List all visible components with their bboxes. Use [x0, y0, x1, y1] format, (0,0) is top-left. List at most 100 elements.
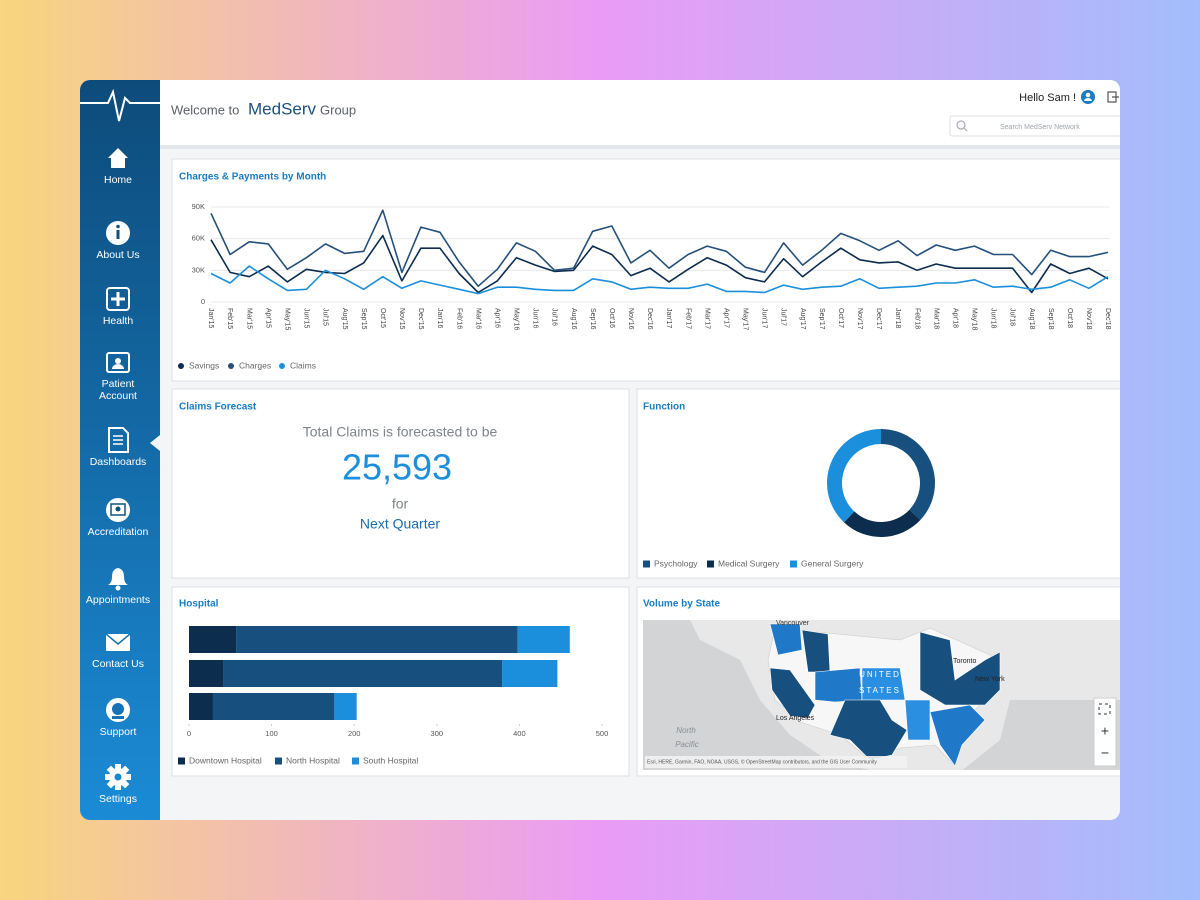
icon-shape: [116, 230, 120, 239]
x-tick-label: Jan'15: [207, 308, 214, 329]
x-tick-label: 500: [596, 729, 609, 738]
y-tick-label: 0: [201, 297, 205, 306]
nav-label: Patient: [102, 378, 135, 390]
x-tick-label: Jun'16: [532, 308, 539, 329]
icon-shape: [115, 506, 121, 512]
user-avatar-body: [1084, 98, 1092, 101]
map-labels: Vancouver UNITED STATES Toronto New York Los …: [675, 620, 1005, 749]
forecast-period: Next Quarter: [360, 516, 440, 532]
x-tick-label: Oct'15: [379, 308, 386, 328]
zoom-home[interactable]: [1098, 703, 1111, 715]
map-label: STATES: [859, 686, 901, 695]
x-tick-label: Sep'18: [1047, 308, 1054, 330]
x-tick-label: Aug'15: [341, 308, 348, 330]
icon-shape: [115, 784, 121, 790]
x-tick-label: Jul'17: [780, 308, 787, 326]
icon-shape: [115, 585, 121, 591]
nav-item[interactable]: Home: [104, 148, 132, 186]
bar-chart: Hospital 0 100 200 300 400 500 Downtown Hospita…: [178, 599, 609, 765]
x-tick-label: Oct'18: [1066, 308, 1073, 328]
nav-item[interactable]: Appointments: [86, 568, 150, 606]
legend-label: South Hospital: [363, 755, 418, 765]
x-tick-label: May'16: [513, 308, 520, 330]
x-tick-label: 300: [431, 729, 444, 738]
nav-item[interactable]: Dashboards: [90, 427, 147, 468]
x-tick-label: Mar'15: [245, 308, 252, 329]
forecast-lead: Total Claims is forecasted to be: [303, 424, 498, 440]
x-tick-label: Jun'18: [990, 308, 997, 329]
icon-shape: [106, 352, 130, 373]
x-tick-label: Jan'16: [436, 308, 443, 329]
zoom-in[interactable]: +: [1101, 723, 1109, 739]
search-box[interactable]: [949, 115, 1125, 137]
nav-label: Accreditation: [88, 526, 149, 538]
x-tick-label: Jun'15: [303, 308, 310, 329]
nav-item[interactable]: Settings: [99, 764, 137, 805]
icon-shape: [115, 358, 121, 364]
x-tick-label: Feb'15: [226, 308, 233, 329]
nav-item[interactable]: About Us: [96, 221, 140, 261]
x-tick-label: Apr'18: [951, 308, 958, 328]
icon-shape: [108, 427, 129, 453]
x-tick-label: Jun'17: [761, 308, 768, 329]
bar-segment: [236, 626, 518, 653]
card-title: Function: [643, 402, 685, 413]
x-tick-label: 400: [513, 729, 526, 738]
map-state: [814, 667, 863, 703]
map-state: [929, 704, 986, 767]
map[interactable]: Vancouver UNITED STATES Toronto New York Los …: [643, 620, 1120, 772]
bar-segment: [189, 626, 237, 653]
map-state: [919, 631, 1001, 706]
x-tick-label: Sep'17: [818, 308, 825, 330]
nav-item[interactable]: Contact Us: [92, 633, 144, 670]
icon-shape: [112, 716, 124, 719]
legend-label: Claims: [290, 360, 316, 370]
bar-segment: [189, 693, 213, 720]
user-avatar-head: [1085, 92, 1091, 98]
x-tick-label: 200: [348, 729, 361, 738]
series-line: [210, 209, 1109, 287]
donut-segment: [827, 429, 881, 523]
x-tick-label: Feb'18: [913, 308, 920, 329]
x-tick-label: 100: [265, 729, 278, 738]
x-tick-label: Feb'16: [455, 308, 462, 329]
card: [171, 388, 630, 579]
donut-segment: [881, 429, 935, 520]
x-tick-label: Aug'16: [570, 308, 577, 330]
map-label: New York: [975, 676, 1005, 683]
y-tick-label: 60K: [192, 234, 205, 243]
y-tick-label: 30K: [192, 265, 205, 274]
x-tick-label: Jan'17: [665, 308, 672, 329]
logout[interactable]: [1107, 91, 1119, 103]
zoom-out[interactable]: −: [1101, 745, 1109, 761]
bar-segment: [189, 660, 224, 687]
x-tick-label: Mar'16: [474, 308, 481, 329]
active-indicator: [150, 435, 160, 451]
line-chart: Charges & Payments by Month 0 30K 60K 90K Jan…: [178, 172, 1111, 370]
forecast-value: 25,593: [342, 447, 452, 488]
nav-item[interactable]: Support: [100, 698, 137, 738]
donut-chart: Function Psychology Medical Surgery General…: [643, 402, 935, 568]
x-tick-label: Dec'15: [417, 308, 424, 330]
nav-item[interactable]: Accreditation: [88, 498, 149, 538]
x-tick-label: Mar'18: [932, 308, 939, 329]
legend-label: General Surgery: [801, 558, 864, 568]
icon-shape: [111, 297, 125, 301]
legend-marker: [178, 363, 184, 369]
card-title: Charges & Payments by Month: [179, 172, 326, 183]
search-icon: [956, 120, 966, 130]
greeting: Hello Sam !: [1019, 92, 1076, 104]
map-state: [829, 699, 908, 761]
icon-shape: [108, 148, 128, 168]
logo: [80, 88, 160, 122]
nav-label: Contact Us: [92, 658, 144, 670]
legend-label: Charges: [239, 360, 271, 370]
card: [636, 388, 1120, 579]
nav-label: Appointments: [86, 594, 150, 606]
map-state: [904, 699, 931, 741]
nav-item[interactable]: Health: [103, 287, 134, 327]
x-tick-label: Dec'16: [646, 308, 653, 330]
